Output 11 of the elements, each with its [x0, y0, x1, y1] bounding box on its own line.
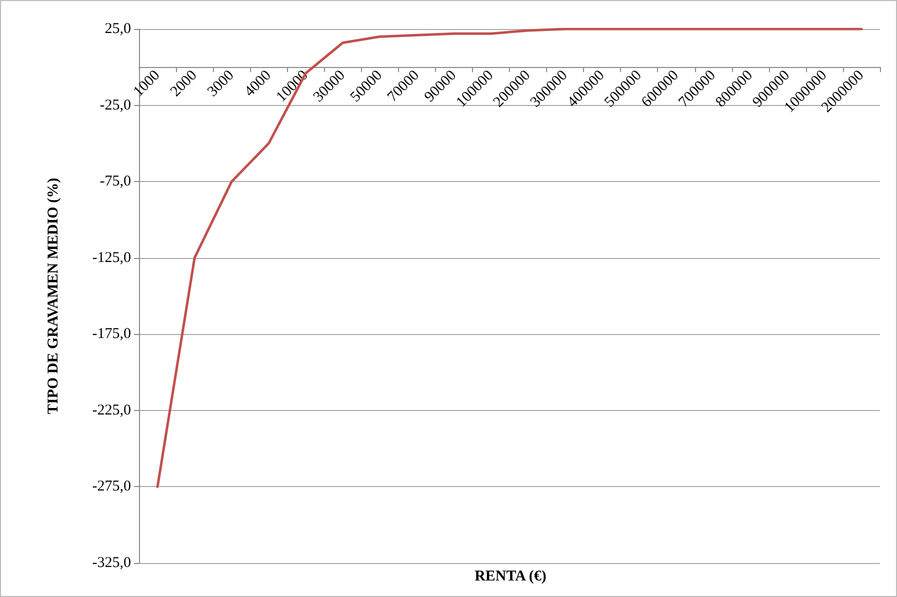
y-tick-label: -225,0 — [92, 402, 131, 418]
x-tick-label: 4000 — [242, 67, 274, 100]
y-tick-label: 25,0 — [104, 21, 131, 37]
y-tick-label: -125,0 — [92, 250, 131, 266]
x-axis-title: RENTA (€) — [474, 568, 546, 584]
y-tick-label: -275,0 — [92, 478, 131, 495]
y-tick-label: -75,0 — [100, 174, 131, 190]
y-tick-label: -175,0 — [92, 326, 131, 342]
y-tick-label: -325,0 — [92, 555, 131, 571]
y-axis-title: TIPO DE GRAVAMEN MEDIO (%) — [46, 178, 62, 414]
y-tick-label: -25,0 — [100, 97, 131, 114]
